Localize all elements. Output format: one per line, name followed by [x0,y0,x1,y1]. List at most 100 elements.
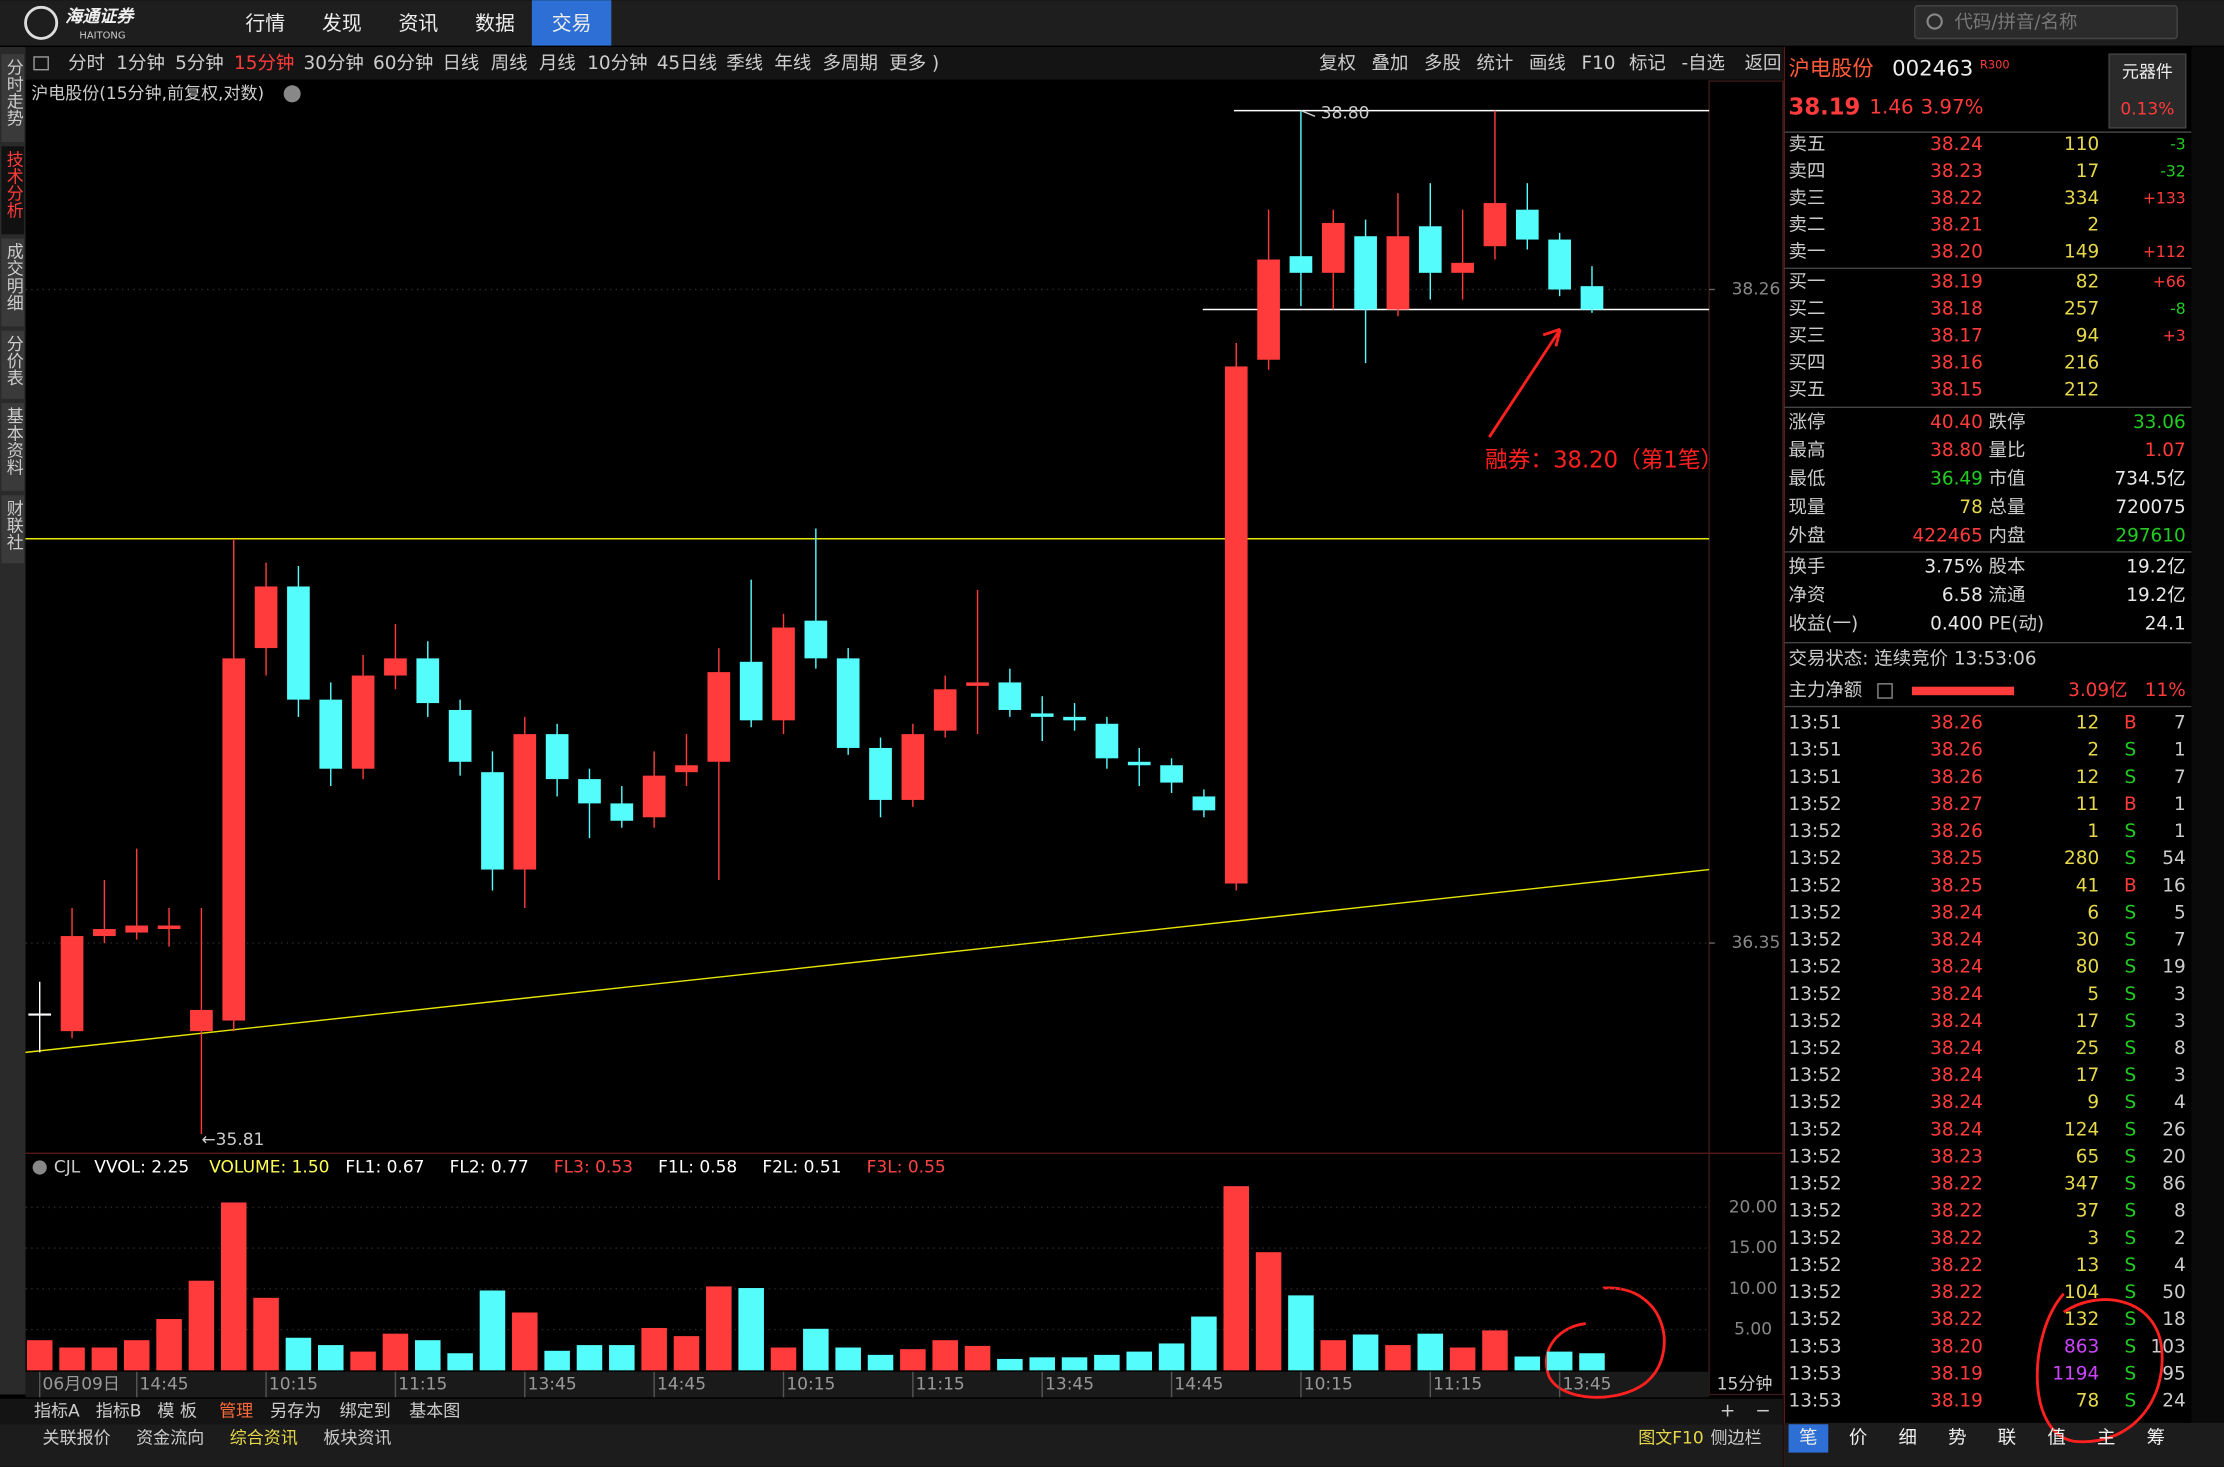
trade-side: S [2125,767,2137,788]
trade-count: 8 [2174,1038,2186,1059]
bottom-tab[interactable]: 板块资讯 [323,1428,391,1448]
side-tab-label[interactable]: 成交明细 [3,243,24,311]
price-axis [1708,80,1784,1396]
candle-body [1515,209,1539,240]
period-tab[interactable]: 月线 [539,53,576,74]
volume-bar [1255,1252,1282,1371]
period-tab[interactable]: 日线 [443,53,480,74]
period-tab[interactable]: 分时 [68,53,105,74]
candle-body [481,772,504,870]
indicator-button[interactable]: 另存为 [270,1401,321,1421]
trade-tab[interactable]: 价 [1849,1427,1867,1448]
trade-tab[interactable]: 势 [1948,1427,1966,1448]
trade-price: 38.20 [1930,1336,1983,1357]
period-tab[interactable]: 周线 [491,53,528,74]
indicator-button[interactable]: 指标A [34,1401,80,1421]
bottom-right-link[interactable]: 图文F10 [1638,1428,1703,1448]
side-tab-label[interactable]: 基本资料 [3,407,24,475]
period-tab[interactable]: 15分钟 [234,53,294,74]
trade-tab[interactable]: 筹 [2147,1427,2165,1448]
trade-time: 13:52 [1789,902,1842,923]
period-tab[interactable]: 更多 ) [889,53,939,74]
period-tab[interactable]: 多周期 [823,53,878,74]
candle-body [707,672,731,762]
indicator-button[interactable]: 基本图 [409,1401,460,1421]
trade-side: S [2125,1201,2137,1222]
book-price: 38.23 [1930,161,1983,182]
tool-button[interactable]: 统计 [1477,53,1514,74]
volume-bar [1288,1295,1314,1371]
indicator-button[interactable]: 绑定到 [340,1401,391,1421]
tool-button[interactable]: 叠加 [1372,53,1409,74]
side-tab [1,495,25,564]
zoom-button[interactable]: + [1720,1400,1735,1421]
volume-bar [867,1354,894,1371]
period-tab[interactable]: 5分钟 [175,53,224,74]
tool-button[interactable]: 标记 [1629,53,1666,74]
time-axis [25,1371,1710,1398]
trade-side: S [2125,1092,2137,1113]
side-tab-label[interactable]: 分价表 [3,335,24,386]
trade-tab-bar [1784,1422,2224,1467]
trade-tab[interactable]: 联 [1998,1427,2016,1448]
period-tab[interactable]: 45日线 [657,53,717,74]
trade-volume: 3 [2087,1228,2099,1249]
nav-tab[interactable]: 资讯 [399,12,439,35]
nav-tab[interactable]: 交易 [552,12,592,35]
side-tab-label[interactable]: 财联社 [3,499,24,550]
bottom-right-link[interactable]: 侧边栏 [1711,1428,1762,1448]
trade-tab[interactable]: 值 [2047,1427,2065,1448]
main-flow-label: 主力净额 [1789,680,1863,701]
volume-bar [26,1340,53,1371]
trade-tab[interactable]: 主 [2097,1427,2115,1448]
nav-tab[interactable]: 数据 [475,12,515,35]
period-tab[interactable]: 年线 [774,53,811,74]
tool-button[interactable]: 多股 [1424,53,1461,74]
period-tab[interactable]: 季线 [726,53,763,74]
trade-side: B [2124,875,2137,896]
period-tab[interactable]: 30分钟 [304,53,364,74]
tool-button[interactable]: F10 [1581,53,1615,74]
tool-button[interactable]: 返回 [1745,53,1782,74]
bottom-tab[interactable]: 关联报价 [43,1428,111,1448]
trade-time: 13:51 [1789,713,1842,734]
tool-button[interactable]: 画线 [1529,53,1566,74]
trade-tab[interactable]: 细 [1898,1427,1916,1448]
indicator-button[interactable]: 模 板 [157,1401,196,1421]
period-tab[interactable]: 10分钟 [587,53,647,74]
trade-side: S [2125,1065,2137,1086]
stat-label: PE(动) [1989,613,2045,634]
volume-bar [1352,1334,1379,1371]
nav-tab[interactable]: 行情 [245,12,285,35]
period-tab[interactable]: 60分钟 [373,53,433,74]
trade-volume: 80 [2076,957,2099,978]
volume-bar [253,1297,279,1371]
title-dropdown[interactable] [283,85,301,103]
book-volume: 2 [2087,215,2099,236]
indicator-legend: FL1: 0.67 [345,1158,424,1178]
nav-tab[interactable]: 发现 [322,12,362,35]
stat-value: 422465 [1913,525,1983,546]
bottom-tab[interactable]: 资金流向 [136,1428,204,1448]
x-tick-label: 10:15 [1304,1375,1353,1395]
tool-button[interactable]: 复权 [1319,53,1356,74]
volume-bar [220,1202,247,1371]
period-tab[interactable]: 1分钟 [116,53,165,74]
indicator-button[interactable]: 管理 [219,1401,253,1421]
book-volume: 94 [2076,325,2099,346]
trade-price: 38.26 [1930,740,1983,761]
indicator-button[interactable]: 指标B [96,1401,142,1421]
search-placeholder[interactable]: 代码/拼音/名称 [1955,12,2078,33]
trade-time: 13:52 [1789,1119,1842,1140]
legend-toggle[interactable] [32,1160,47,1175]
trade-side: S [2125,1146,2137,1167]
side-tab-label[interactable]: 技术分析 [3,151,24,219]
tool-button[interactable]: -自选 [1681,53,1725,74]
side-tab-label[interactable]: 分时走势 [3,58,24,126]
zoom-button[interactable]: − [1755,1400,1770,1421]
search-box[interactable] [1914,5,2178,40]
stat-label: 净资 [1789,585,1826,606]
trade-time: 13:52 [1789,875,1842,896]
trade-tab[interactable]: 笔 [1799,1427,1817,1448]
bottom-tab[interactable]: 综合资讯 [230,1428,298,1448]
